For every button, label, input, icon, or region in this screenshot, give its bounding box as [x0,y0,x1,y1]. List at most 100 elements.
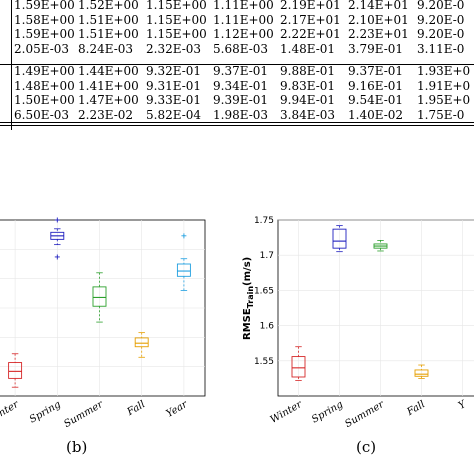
table-cell: 9.16E-01 [348,78,404,93]
table-cell: 2.17E+01 [280,12,341,27]
table-cell: 9.20E-0 [417,12,465,27]
y-tick-label: 1.6 [260,322,275,332]
box-iqr [92,286,107,307]
table-row: 2.05E-03 8.24E-03 2.32E-03 5.68E-03 1.48E-01… [0,40,474,58]
table-cell: 1.11E+00 [213,12,274,27]
y-axis-label-unit: (m/s) [242,257,253,286]
table-cell: 1.15E+00 [146,12,207,27]
table-cell: 9.88E-01 [280,64,336,78]
table-cell: 1.15E+00 [146,0,207,12]
table-cell: 5.68E-03 [213,41,269,56]
table-cell: 1.58E+00 [14,12,75,27]
table-cell: 1.44E+00 [78,64,139,78]
box-iqr [332,228,347,249]
table-cell: 1.12E+00 [213,27,274,41]
box-spring [50,217,65,260]
table-cell: 1.48E+00 [14,78,75,93]
table-cell: 2.23E+01 [348,27,409,41]
table-cell: 1.50E+00 [14,93,75,107]
table-cell: 2.23E-02 [78,107,134,122]
box-fall [414,364,429,379]
table-cell: 9.32E-01 [146,64,202,78]
outlier-marker [54,254,60,260]
table-cell: 1.51E+00 [78,27,139,41]
table-cell: 6.50E-03 [14,107,70,122]
table-bottom-rule-2 [0,125,474,126]
table-cell: 3.84E-03 [280,107,336,122]
x-tick-label: Year [164,398,190,419]
table-cell: 2.22E+01 [280,27,341,41]
table-row: 1.48E+00 1.41E+00 9.31E-01 9.34E-01 9.83E-01… [0,77,474,95]
y-tick-label: 1.75 [254,216,274,226]
table-cell: 3.79E-01 [348,41,404,56]
table-cell: 9.37E-01 [348,64,404,78]
x-tick-label: Spring [28,399,63,426]
table-cell: 2.10E+01 [348,12,409,27]
table-row: 1.49E+00 1.44E+00 9.32E-01 9.37E-01 9.88E-01… [0,62,474,80]
box-iqr [291,356,306,378]
table-cell: 9.94E-01 [280,93,336,107]
caption-b: (b) [66,438,88,456]
table-cell: 2.05E-03 [14,41,70,56]
table-cell: 1.49E+00 [14,64,75,78]
box-winter [291,346,306,381]
table-cell: 2.19E+01 [280,0,341,12]
box-year [176,233,191,291]
table-cell: 9.83E-01 [280,78,336,93]
table-cell: 1.59E+00 [14,0,75,12]
box-summer [92,272,107,323]
table-cell: 1.41E+00 [78,78,139,93]
table-cell: 9.31E-01 [146,78,202,93]
y-tick-label: 1.65 [254,286,274,296]
x-tick-label: Summer [62,398,106,430]
table-cell: 2.14E+01 [348,0,409,12]
results-table: 1.59E+00 1.52E+00 1.15E+00 1.11E+00 2.19E+01… [0,0,474,130]
box-iqr [8,362,23,379]
table-cell: 2.32E-03 [146,41,202,56]
outlier-marker [54,217,60,223]
y-tick-label: 1.55 [254,357,274,367]
table-cell: 9.37E-01 [213,64,269,78]
table-cell: 1.75E-0 [417,107,465,122]
y-axis-label-sub: Train [246,286,255,309]
table-cell: 1.51E+00 [78,12,139,27]
box-summer [373,240,388,252]
table-cell: 9.54E-01 [348,93,404,107]
box-iqr [176,263,191,277]
table-cell: 9.20E-0 [417,0,465,12]
outlier-marker [181,233,187,239]
table-cell: 1.93E+0 [417,64,471,78]
caption-c: (c) [356,438,377,456]
table-cell: 9.34E-01 [213,78,269,93]
box-plot-b: nter Spring Summer Fall Year [0,217,206,430]
table-cell: 9.33E-01 [146,93,202,107]
box-winter [8,353,23,388]
table-row: 6.50E-03 2.23E-02 5.82E-04 1.98E-03 3.84E-03… [0,106,474,124]
table-cell: 5.82E-04 [146,107,202,122]
table-cell: 1.11E+00 [213,0,274,12]
x-tick-label: nter [0,398,22,419]
box-spring [332,225,347,253]
table-cell: 8.24E-03 [78,41,134,56]
box-fall [134,332,149,358]
table-cell: 1.48E-01 [280,41,336,56]
x-tick-label: Y [457,398,469,412]
box-iqr [134,337,149,348]
x-tick-label: Spring [310,399,345,426]
table-cell: 1.98E-03 [213,107,269,122]
y-axis-label-main: RMSE [242,308,253,340]
y-tick-label: 1.7 [260,251,274,261]
table-column-divider [11,0,12,130]
x-tick-label: Winter [269,398,305,425]
table-cell: 1.52E+00 [78,0,139,12]
table-section-divider [0,64,474,65]
table-cell: 1.15E+00 [146,27,207,41]
table-row: 1.59E+00 1.51E+00 1.15E+00 1.12E+00 2.22E+01… [0,25,474,43]
table-cell: 1.40E-02 [348,107,404,122]
table-row: 1.50E+00 1.47E+00 9.33E-01 9.39E-01 9.94E-01… [0,91,474,109]
y-axis-label: RMSETrain(m/s) [242,257,255,340]
table-bottom-rule [0,122,474,123]
table-cell: 9.20E-0 [417,27,465,41]
x-tick-label: Fall [405,399,427,418]
